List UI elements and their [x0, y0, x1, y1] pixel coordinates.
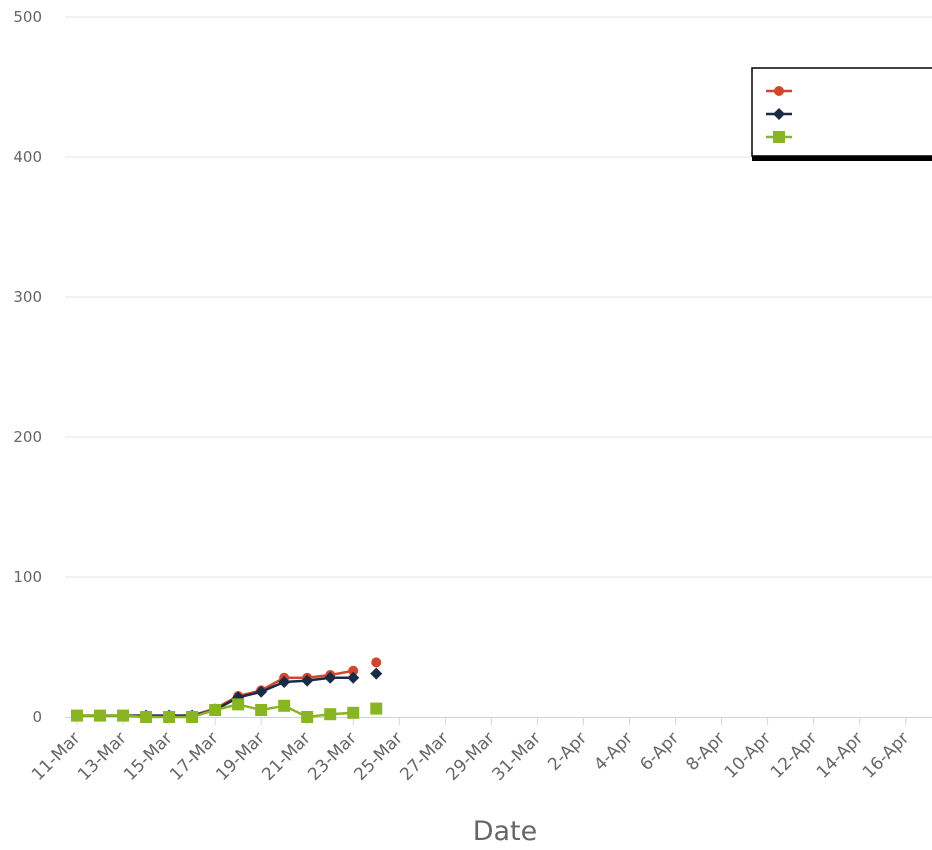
x-tick-label: 17-Mar: [166, 728, 222, 784]
data-point[interactable]: [278, 676, 291, 688]
series-layer: [71, 657, 383, 723]
legend-item-2[interactable]: [766, 108, 792, 120]
y-axis: 0 100 200 300 400 500: [13, 8, 42, 726]
x-tick-label: 6-Apr: [636, 728, 683, 775]
y-tick-label: 200: [13, 428, 42, 446]
x-tick-label: 2-Apr: [544, 728, 591, 775]
y-tick-label: 100: [13, 568, 42, 586]
x-tick-label: 10-Apr: [721, 728, 775, 782]
data-point[interactable]: [94, 709, 107, 722]
x-tick-label: 19-Mar: [212, 728, 268, 784]
data-point[interactable]: [371, 657, 382, 668]
y-tick-label: 400: [13, 148, 42, 166]
data-point[interactable]: [232, 698, 245, 711]
data-point[interactable]: [301, 674, 314, 687]
x-tick-label: 14-Apr: [813, 728, 867, 782]
x-axis-title: Date: [473, 816, 538, 847]
data-point[interactable]: [117, 709, 130, 722]
x-tick-label: 27-Mar: [396, 728, 452, 784]
series-3: [71, 698, 383, 723]
data-point[interactable]: [347, 706, 360, 719]
legend-items: [766, 86, 792, 143]
legend-marker[interactable]: [773, 108, 785, 120]
data-point[interactable]: [370, 667, 383, 680]
x-tick-label: 4-Apr: [590, 728, 637, 775]
x-tick-label: 12-Apr: [767, 728, 821, 782]
legend-shadow: [752, 155, 932, 161]
legend-marker[interactable]: [774, 86, 784, 96]
legend-item-3[interactable]: [766, 131, 792, 143]
x-tick-label: 11-Mar: [28, 728, 84, 784]
data-point[interactable]: [163, 711, 176, 723]
x-tick-label: 23-Mar: [304, 728, 360, 784]
x-tick-label: 16-Apr: [859, 728, 913, 782]
y-tick-label: 500: [13, 8, 42, 26]
x-tick-label: 13-Mar: [74, 728, 130, 784]
data-point[interactable]: [209, 704, 222, 716]
x-tick-label: 31-Mar: [488, 728, 544, 784]
legend[interactable]: [751, 67, 932, 161]
data-point[interactable]: [301, 711, 314, 723]
data-point[interactable]: [71, 709, 83, 722]
data-point[interactable]: [140, 711, 153, 723]
data-point[interactable]: [370, 702, 383, 715]
data-point[interactable]: [348, 665, 359, 676]
data-point[interactable]: [186, 711, 199, 723]
data-point[interactable]: [255, 704, 268, 716]
x-tick-label: 29-Mar: [442, 728, 498, 784]
x-axis: 11-Mar13-Mar15-Mar17-Mar19-Mar21-Mar23-M…: [28, 717, 932, 785]
x-tick-label: 15-Mar: [120, 728, 176, 784]
y-tick-label: 0: [32, 708, 42, 726]
data-point[interactable]: [324, 708, 337, 721]
data-point[interactable]: [255, 685, 268, 698]
legend-marker[interactable]: [773, 131, 785, 143]
data-point[interactable]: [324, 671, 337, 684]
x-tick-label: 25-Mar: [350, 728, 406, 784]
legend-item-1[interactable]: [766, 86, 792, 96]
data-point[interactable]: [278, 699, 291, 712]
x-tick-label: 21-Mar: [258, 728, 314, 784]
data-point[interactable]: [347, 671, 360, 684]
y-tick-label: 300: [13, 288, 42, 306]
